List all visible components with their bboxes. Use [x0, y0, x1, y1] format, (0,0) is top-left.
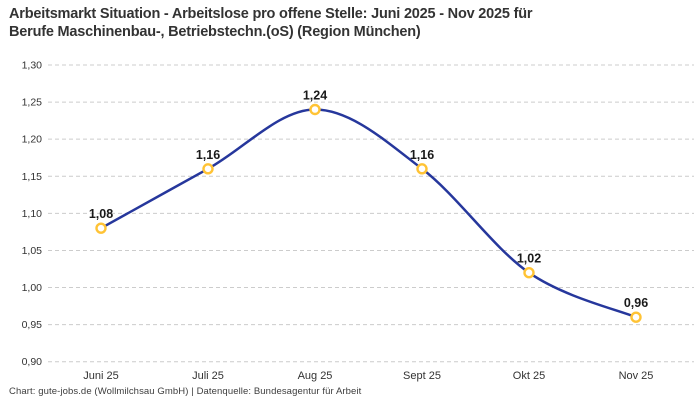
x-tick-label: Okt 25 — [513, 370, 545, 382]
chart-credit: Chart: gute-jobs.de (Wollmilchsau GmbH) … — [9, 386, 362, 397]
data-point-marker — [630, 311, 642, 323]
x-tick-label: Nov 25 — [619, 370, 654, 382]
data-point-marker — [95, 222, 107, 234]
y-tick-label: 1,05 — [22, 245, 43, 257]
y-tick-label: 0,95 — [22, 319, 43, 331]
y-tick-label: 1,20 — [22, 134, 43, 146]
data-point-label: 0,96 — [624, 296, 648, 310]
data-point-label: 1,08 — [89, 207, 113, 221]
y-tick-label: 1,00 — [22, 282, 43, 294]
data-point-label: 1,16 — [410, 148, 434, 162]
x-tick-label: Juni 25 — [83, 370, 118, 382]
data-point-marker — [309, 103, 321, 116]
y-tick-label: 0,90 — [22, 356, 43, 368]
chart-title-line-1: Arbeitsmarkt Situation - Arbeitslose pro… — [9, 6, 533, 22]
chart-title-line-2: Berufe Maschinenbau-, Betriebstechn.(oS)… — [9, 24, 421, 41]
y-tick-label: 1,30 — [22, 60, 43, 72]
y-tick-label: 1,15 — [22, 171, 43, 183]
data-point-label: 1,24 — [303, 89, 327, 103]
y-tick-label: 1,25 — [22, 97, 43, 109]
data-point-marker — [416, 163, 428, 175]
y-tick-label: 1,10 — [22, 208, 43, 220]
data-point-label: 1,02 — [517, 252, 541, 266]
chart-title: Arbeitsmarkt Situation - Arbeitslose pro… — [9, 5, 649, 42]
data-point-label: 1,16 — [196, 148, 220, 162]
data-point-marker — [523, 266, 535, 279]
data-point-marker — [202, 163, 214, 175]
x-tick-label: Sept 25 — [403, 370, 441, 382]
x-tick-label: Juli 25 — [192, 370, 224, 382]
x-tick-label: Aug 25 — [298, 370, 333, 382]
